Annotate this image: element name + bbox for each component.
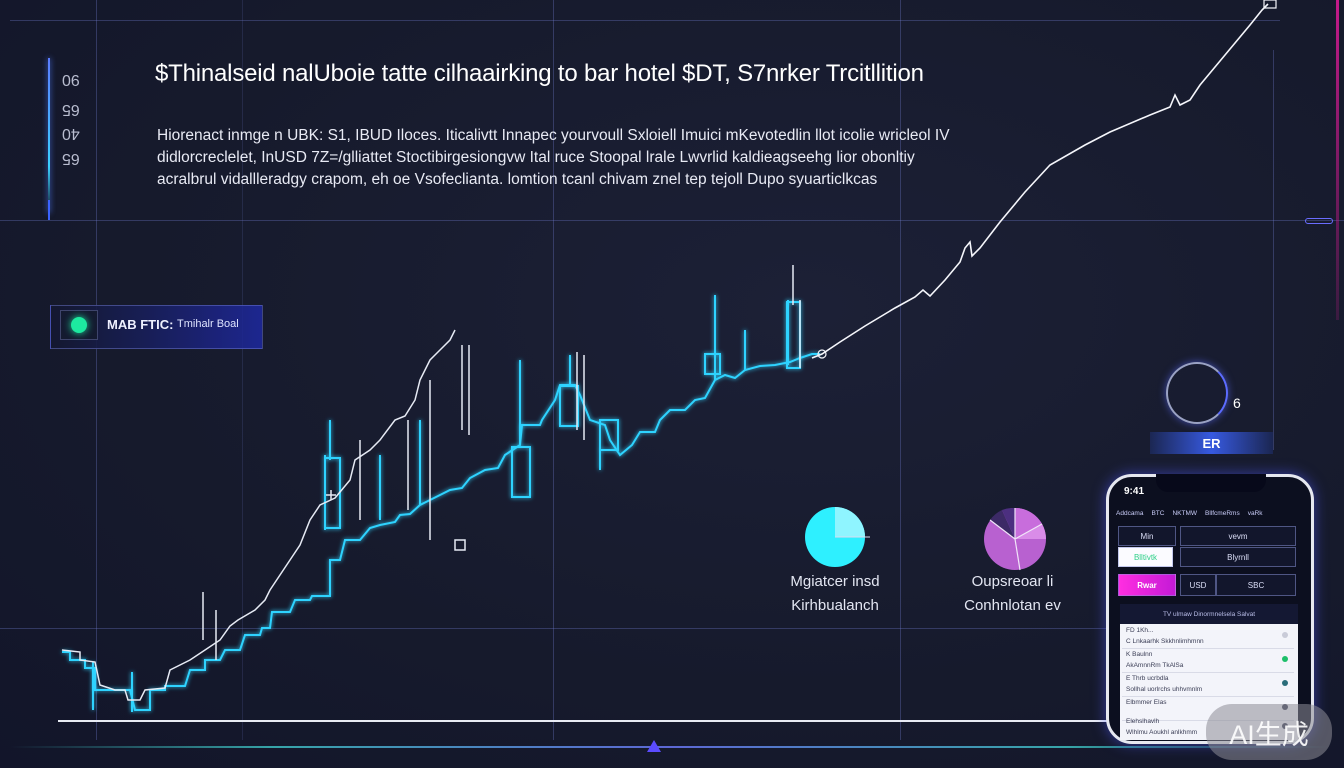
grid-line-v3 — [553, 0, 554, 740]
phone-notch — [1156, 474, 1266, 492]
phone-row1-left[interactable]: Min — [1118, 526, 1176, 546]
description-line-2: didlorcreclelet, InUSD 7Z=/glliattet Sto… — [157, 149, 915, 166]
description-line-3: acralbrul vidallleradgy crapom, eh oe Vs… — [157, 171, 878, 188]
timeline-scrubber[interactable] — [10, 746, 1330, 748]
phone-row3-pink-button[interactable]: Rwar — [1118, 574, 1176, 596]
progress-ring-icon[interactable] — [1166, 362, 1228, 424]
phone-row2-right[interactable]: Blyrnll — [1180, 547, 1296, 567]
grid-line-v5 — [1273, 50, 1274, 450]
list-item-subtitle: Sollhal uorlrchs uhhvmnlm — [1126, 686, 1203, 693]
list-item-subtitle: AkAmnnRm TkAlSa — [1126, 662, 1184, 669]
pie-chart-2 — [984, 507, 1046, 571]
pie-1-label-line1: Mgiatcer insd — [790, 573, 880, 590]
pie-1-label: Mgiatcer insd Kirhbualanch — [765, 570, 905, 618]
grid-line-v1 — [96, 0, 97, 740]
y-axis-rail — [48, 58, 50, 213]
list-item[interactable]: K Baulnn AkAmnnRm TkAlSa — [1122, 649, 1294, 673]
phone-row2-left-button[interactable]: Blltivtk — [1118, 547, 1173, 567]
y-axis-rail-tail — [48, 200, 50, 220]
pie-2-label-line1: Oupsreoar li — [971, 573, 1054, 590]
right-pill-handle[interactable] — [1305, 218, 1333, 224]
chart-title: $Thinalseid nalUboie tatte cilhaairking … — [155, 60, 924, 87]
phone-status-time: 9:41 — [1124, 486, 1145, 497]
phone-nav: Addcama BTC NKTMW BllfcmeRms vaRk — [1116, 502, 1306, 524]
x-axis-baseline — [58, 720, 1116, 722]
list-item-title: K Baulnn — [1126, 651, 1153, 658]
list-item-title: FD 1Kh... — [1126, 627, 1154, 634]
phone-nav-item[interactable]: NKTMW — [1172, 509, 1198, 517]
list-item-title: Elehslhavlh — [1126, 718, 1160, 725]
list-item-subtitle: Wlhlmu Aoukhl anlkhmm — [1126, 729, 1198, 736]
grid-line-top — [10, 20, 1280, 21]
list-item-title: Elbmmer Elas — [1126, 699, 1167, 706]
pie-chart-1 — [805, 507, 870, 567]
grid-line-v2 — [242, 0, 243, 740]
list-item[interactable]: E Thrb ucrbdla Sollhal uorlrchs uhhvmnlm — [1122, 673, 1294, 697]
grid-line-header — [0, 220, 1344, 221]
ring-mini-glyph: 6 — [1233, 395, 1241, 411]
ai-generated-watermark: AI生成 — [1206, 704, 1332, 760]
status-dot-icon — [1282, 632, 1288, 638]
description-line-1: Hiorenact inmge n UBK: S1, IBUD Iloces. … — [157, 127, 950, 144]
phone-row3-mid[interactable]: USD — [1180, 574, 1216, 596]
status-dot-icon — [1282, 656, 1288, 662]
list-item[interactable]: FD 1Kh... C Lnkaarhk Skkhnlimhmnn — [1122, 625, 1294, 649]
badge-label: MAB FTIC: — [107, 317, 174, 332]
phone-nav-item[interactable]: BllfcmeRms — [1205, 509, 1240, 517]
phone-nav-item[interactable]: Addcama — [1116, 509, 1144, 517]
grid-line-v4 — [900, 0, 901, 740]
list-item-subtitle: C Lnkaarhk Skkhnlimhmnn — [1126, 638, 1204, 645]
phone-row3-right[interactable]: SBC — [1216, 574, 1296, 596]
list-item-title: E Thrb ucrbdla — [1126, 675, 1169, 682]
pie-2-label-line2: Conhnlotan ev — [964, 597, 1061, 614]
phone-list-header: TV ulmaw Dinormnelsela Salvat — [1120, 604, 1298, 624]
pie-2-label: Oupsreoar li Conhnlotan ev — [945, 570, 1080, 618]
pie-1-label-line2: Kirhbualanch — [791, 597, 879, 614]
phone-nav-item[interactable]: BTC — [1151, 509, 1165, 517]
badge-value: Tmihalr Boal — [177, 318, 239, 330]
shield-lock-icon — [60, 310, 98, 340]
phone-nav-item[interactable]: vaRk — [1247, 509, 1263, 517]
grid-line-mid — [0, 628, 1110, 629]
right-edge-accent — [1336, 0, 1339, 320]
status-dot-icon — [1282, 680, 1288, 686]
phone-row1-right[interactable]: vevm — [1180, 526, 1296, 546]
ring-label[interactable]: ER — [1150, 432, 1273, 454]
